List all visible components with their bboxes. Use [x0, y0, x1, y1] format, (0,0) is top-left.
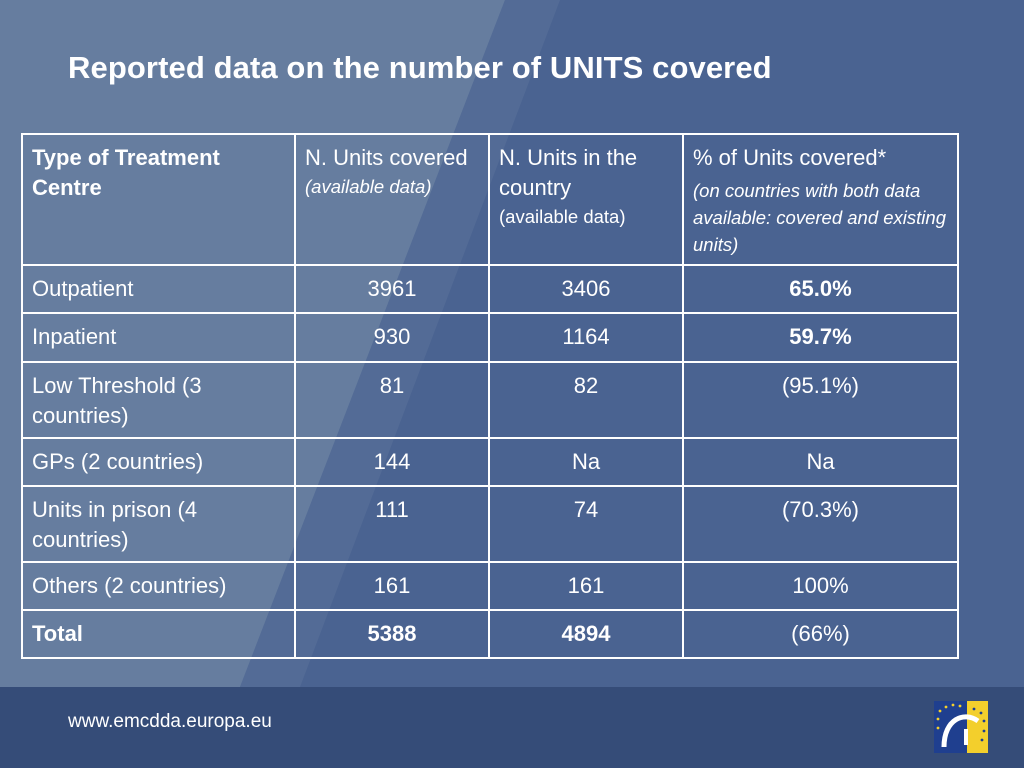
header-country-label: N. Units in the country [499, 145, 638, 200]
row-country-cell: 3406 [488, 264, 684, 314]
row-percent-cell: (66%) [682, 609, 959, 659]
row-type-cell: Low Threshold (3 countries) [21, 361, 296, 439]
row-covered-cell: 81 [294, 361, 490, 439]
row-covered-cell: 144 [294, 437, 490, 487]
row-percent-cell: 100% [682, 561, 959, 611]
row-percent-cell: Na [682, 437, 959, 487]
row-type-cell: Total [21, 609, 296, 659]
row-type-cell: GPs (2 countries) [21, 437, 296, 487]
table-row: Others (2 countries) 161 161 100% [21, 561, 959, 611]
row-covered-cell: 3961 [294, 264, 490, 314]
row-percent-cell: (70.3%) [682, 485, 959, 563]
table-row: Inpatient 930 1164 59.7% [21, 312, 959, 363]
header-type-label: Type of Treatment Centre [32, 145, 220, 200]
header-covered-label: N. Units covered [305, 145, 468, 170]
table-row: Outpatient 3961 3406 65.0% [21, 264, 959, 314]
slide-title: Reported data on the number of UNITS cov… [68, 50, 772, 85]
row-country-cell: 82 [488, 361, 684, 439]
row-country-cell: 1164 [488, 312, 684, 363]
row-percent-cell: 59.7% [682, 312, 959, 363]
row-covered-cell: 161 [294, 561, 490, 611]
table-row: GPs (2 countries) 144 Na Na [21, 437, 959, 487]
header-percent-note: (on countries with both data available: … [693, 180, 946, 255]
footer-url[interactable]: www.emcdda.europa.eu [68, 711, 272, 732]
row-covered-cell: 5388 [294, 609, 490, 659]
table-row-total: Total 5388 4894 (66%) [21, 609, 959, 659]
row-country-cell: 4894 [488, 609, 684, 659]
row-type-cell: Inpatient [21, 312, 296, 363]
table-row: Units in prison (4 countries) 111 74 (70… [21, 485, 959, 563]
emcdda-logo-icon [934, 701, 988, 753]
row-type-cell: Units in prison (4 countries) [21, 485, 296, 563]
row-covered-cell: 111 [294, 485, 490, 563]
row-type-cell: Outpatient [21, 264, 296, 314]
header-country-cell: N. Units in the country (available data) [488, 133, 684, 266]
header-country-sub: (available data) [499, 206, 626, 227]
header-percent-cell: % of Units covered* (on countries with b… [682, 133, 959, 266]
table-row: Low Threshold (3 countries) 81 82 (95.1%… [21, 361, 959, 439]
row-country-cell: Na [488, 437, 684, 487]
table-header-row: Type of Treatment Centre N. Units covere… [21, 133, 959, 266]
row-type-cell: Others (2 countries) [21, 561, 296, 611]
units-table: Type of Treatment Centre N. Units covere… [21, 133, 959, 659]
header-type-cell: Type of Treatment Centre [21, 133, 296, 266]
header-percent-label: % of Units covered* [693, 145, 887, 170]
row-country-cell: 74 [488, 485, 684, 563]
row-percent-cell: 65.0% [682, 264, 959, 314]
footer-bar [0, 687, 1024, 768]
row-country-cell: 161 [488, 561, 684, 611]
header-covered-sub: (available data) [305, 176, 432, 197]
row-percent-cell: (95.1%) [682, 361, 959, 439]
row-covered-cell: 930 [294, 312, 490, 363]
header-covered-cell: N. Units covered (available data) [294, 133, 490, 266]
